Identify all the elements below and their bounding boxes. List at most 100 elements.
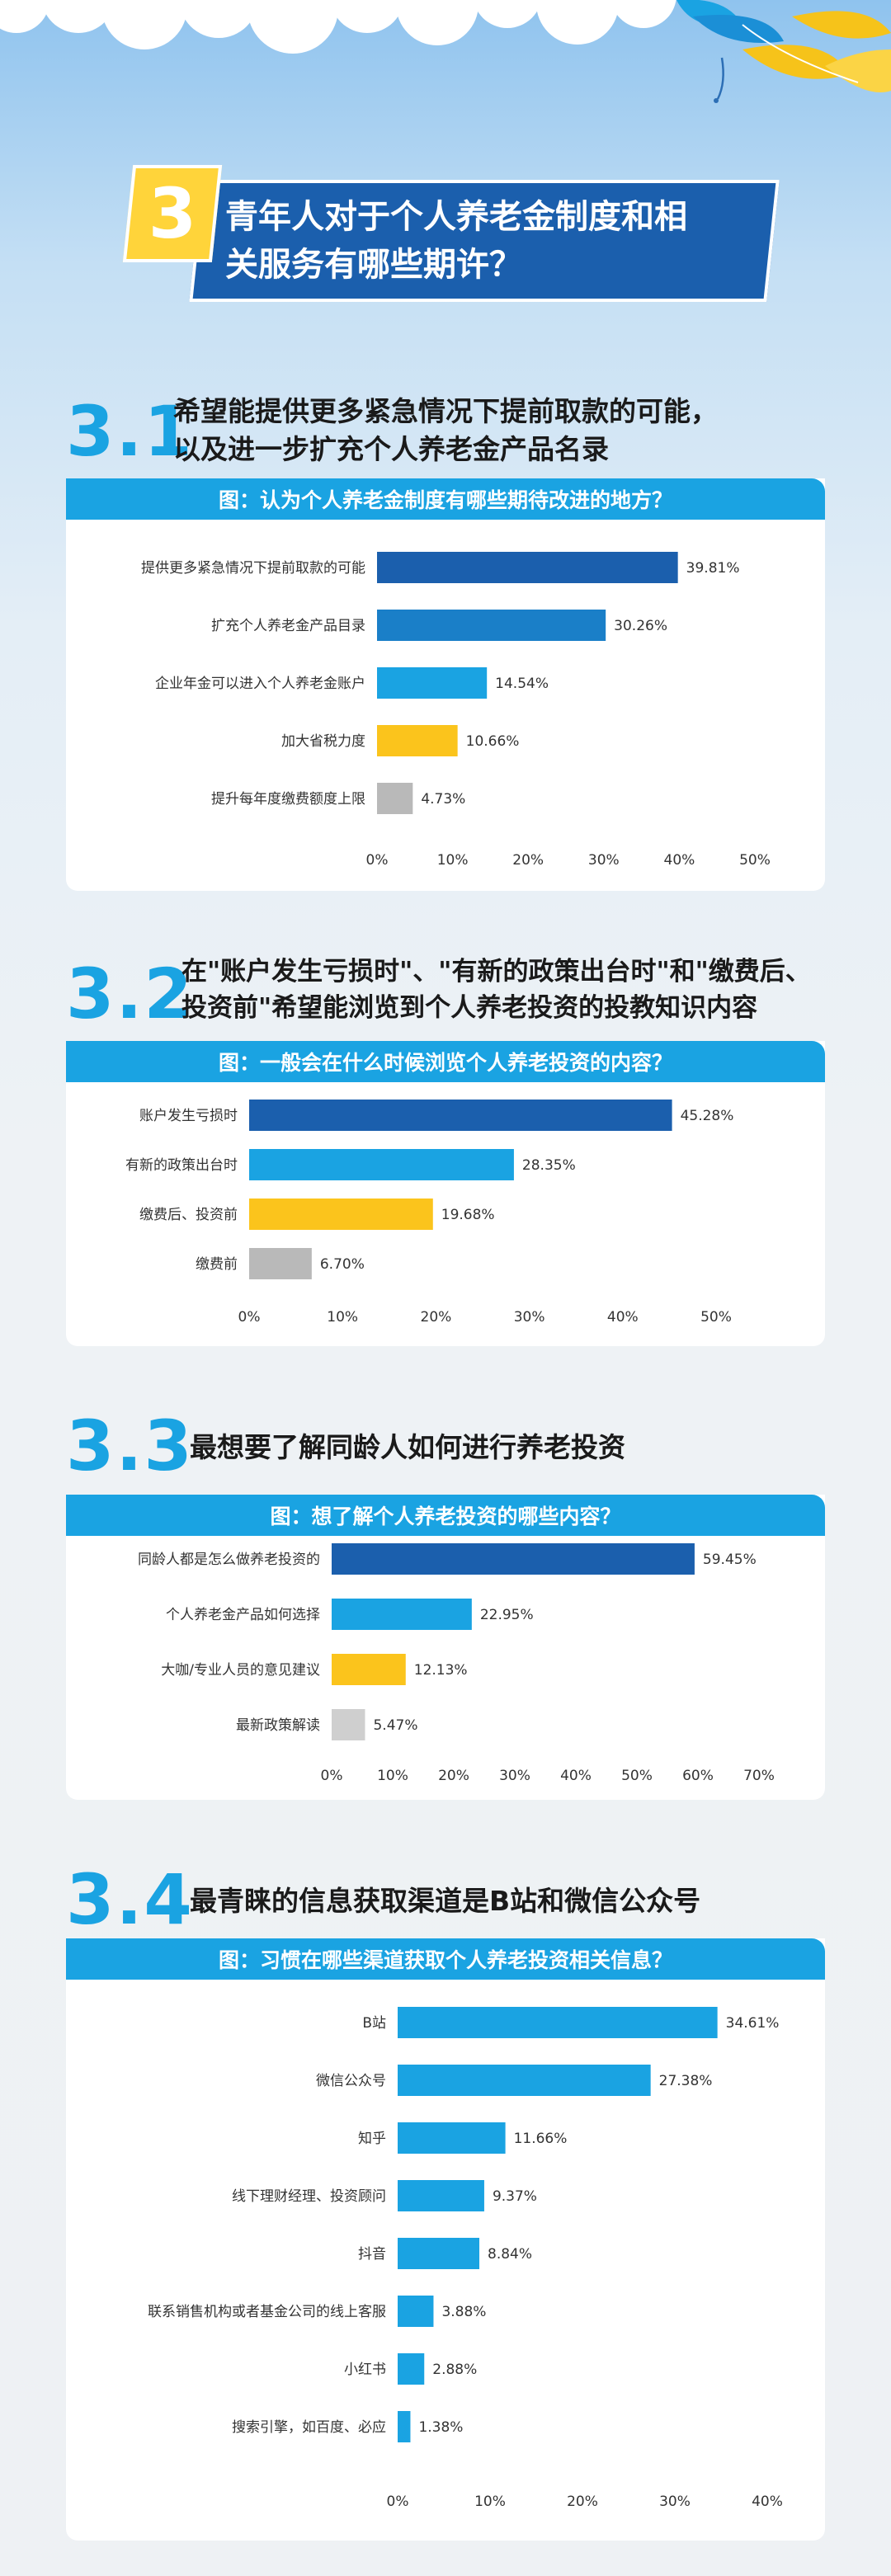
tick-label: 30% (659, 2494, 691, 2510)
tick-label: 10% (474, 2494, 506, 2510)
category-label: 有新的政策出台时 (125, 1157, 238, 1174)
bar (398, 2122, 506, 2154)
bar-chart: B站 34.61% 微信公众号 27.38% 知乎 11.66% 线下理财经理、投资顾问 9.… (148, 2007, 783, 2510)
bar (249, 1149, 514, 1180)
value-label: 27.38% (659, 2073, 713, 2089)
value-label: 11.66% (514, 2131, 568, 2147)
value-label: 10.66% (466, 733, 520, 750)
tick-label: 20% (567, 2494, 598, 2510)
category-label: 同龄人都是怎么做养老投资的 (138, 1552, 320, 1568)
header-title-line-1: 青年人对于个人养老金制度和相 (225, 198, 687, 236)
value-label: 45.28% (681, 1108, 734, 1124)
bar (332, 1543, 695, 1575)
section-title: 希望能提供更多紧急情况下提前取款的可能， 以及进一步扩充个人养老金产品名录 (173, 393, 718, 469)
tick-label: 10% (437, 852, 469, 869)
bar (332, 1599, 472, 1630)
tick-label: 10% (327, 1309, 358, 1326)
category-label: 账户发生亏损时 (139, 1108, 238, 1124)
tick-label: 10% (377, 1768, 408, 1784)
value-label: 28.35% (522, 1157, 576, 1174)
section-number: 3.1 (66, 391, 194, 472)
value-label: 14.54% (495, 676, 549, 692)
section-number: 3.2 (66, 954, 194, 1034)
bar (398, 2180, 484, 2211)
category-label: 微信公众号 (316, 2073, 386, 2089)
bar (377, 610, 606, 641)
bar (377, 667, 488, 699)
category-label: 小红书 (344, 2362, 386, 2378)
tick-label: 30% (588, 852, 620, 869)
value-label: 3.88% (441, 2304, 486, 2320)
tick-label: 30% (499, 1768, 530, 1784)
tick-label: 50% (700, 1309, 732, 1326)
chart-title: 图：认为个人养老金制度有哪些期待改进的地方？ (66, 478, 825, 520)
category-label: 搜索引擎，如百度、必应 (232, 2419, 386, 2436)
chart-card-3-1: 图：认为个人养老金制度有哪些期待改进的地方？ 提供更多紧急情况下提前取款的可能 3… (66, 478, 825, 891)
value-label: 5.47% (373, 1717, 417, 1734)
category-label: 扩充个人养老金产品目录 (211, 618, 365, 634)
bar (398, 2238, 480, 2269)
category-label: 缴费前 (196, 1256, 238, 1273)
tick-label: 40% (752, 2494, 783, 2510)
category-label: 线下理财经理、投资顾问 (232, 2188, 386, 2205)
bar (377, 783, 413, 814)
chart-title: 图：想了解个人养老投资的哪些内容？ (66, 1495, 825, 1536)
bar (377, 552, 678, 583)
section-title-line-1: 在"账户发生亏损时"、"有新的政策出台时"和"缴费后、 (182, 957, 811, 987)
section-title-line-2: 投资前"希望能浏览到个人养老投资的投教知识内容 (182, 993, 758, 1023)
chart-title: 图：习惯在哪些渠道获取个人养老投资相关信息？ (66, 1938, 825, 1980)
tick-label: 60% (682, 1768, 714, 1784)
tick-label: 0% (238, 1309, 261, 1326)
value-label: 22.95% (480, 1607, 534, 1623)
value-label: 4.73% (421, 791, 465, 808)
tick-label: 40% (607, 1309, 639, 1326)
section-title: 在"账户发生亏损时"、"有新的政策出台时"和"缴费后、 投资前"希望能浏览到个人… (182, 954, 811, 1026)
bar (398, 2411, 411, 2442)
bar-chart: 同龄人都是怎么做养老投资的 59.45% 个人养老金产品如何选择 22.95% 大咖/专… (138, 1543, 775, 1784)
header-title-line-2: 关服务有哪些期许？ (225, 246, 522, 284)
tick-label: 50% (621, 1768, 653, 1784)
section-title-line-1: 最想要了解同龄人如何进行养老投资 (190, 1431, 625, 1463)
value-label: 8.84% (488, 2246, 532, 2263)
tick-label: 40% (664, 852, 695, 869)
header-title: 青年人对于个人养老金制度和相 关服务有哪些期许？ (225, 193, 753, 289)
tick-label: 20% (421, 1309, 452, 1326)
value-label: 59.45% (703, 1552, 757, 1568)
value-label: 12.13% (414, 1662, 468, 1679)
category-label: 联系销售机构或者基金公司的线上客服 (148, 2304, 386, 2320)
category-label: 个人养老金产品如何选择 (166, 1607, 320, 1623)
category-label: 大咖/专业人员的意见建议 (161, 1662, 320, 1679)
bar (377, 725, 458, 756)
bar (249, 1100, 672, 1131)
chart-card-3-4: 图：习惯在哪些渠道获取个人养老投资相关信息？ B站 34.61% 微信公众号 27.3… (66, 1938, 825, 2541)
category-label: 加大省税力度 (281, 733, 365, 750)
bar-chart: 账户发生亏损时 45.28% 有新的政策出台时 28.35% 缴费后、投资前 19.68%… (125, 1100, 734, 1326)
value-label: 19.68% (441, 1207, 495, 1223)
tick-label: 40% (560, 1768, 592, 1784)
value-label: 39.81% (686, 560, 740, 577)
section-title-line-2: 以及进一步扩充个人养老金产品名录 (173, 433, 609, 465)
bar (398, 2007, 718, 2038)
section-title-line-1: 希望能提供更多紧急情况下提前取款的可能， (173, 395, 718, 427)
section-title: 最青睐的信息获取渠道是B站和微信公众号 (190, 1882, 700, 1920)
value-label: 9.37% (493, 2188, 537, 2205)
header-number: 3 (148, 173, 197, 254)
leaf-decoration (676, 0, 891, 103)
bar (249, 1199, 433, 1230)
category-label: B站 (362, 2015, 386, 2032)
section-number: 3.4 (66, 1859, 194, 1940)
category-label: 抖音 (358, 2246, 386, 2263)
bar-chart: 提供更多紧急情况下提前取款的可能 39.81% 扩充个人养老金产品目录 30.26% 企… (141, 552, 771, 869)
chart-card-3-2: 图：一般会在什么时候浏览个人养老投资的内容？ 账户发生亏损时 45.28% 有新的政… (66, 1041, 825, 1346)
chart-card-3-3: 图：想了解个人养老投资的哪些内容？ 同龄人都是怎么做养老投资的 59.45% 个人养… (66, 1495, 825, 1800)
tick-label: 30% (514, 1309, 545, 1326)
section-title: 最想要了解同龄人如何进行养老投资 (190, 1429, 625, 1467)
bar (398, 2353, 425, 2385)
cloud-decoration (0, 0, 676, 54)
value-label: 6.70% (320, 1256, 365, 1273)
tick-label: 0% (366, 852, 389, 869)
bar (398, 2296, 434, 2327)
value-label: 34.61% (726, 2015, 780, 2032)
value-label: 2.88% (432, 2362, 477, 2378)
tick-label: 0% (387, 2494, 409, 2510)
